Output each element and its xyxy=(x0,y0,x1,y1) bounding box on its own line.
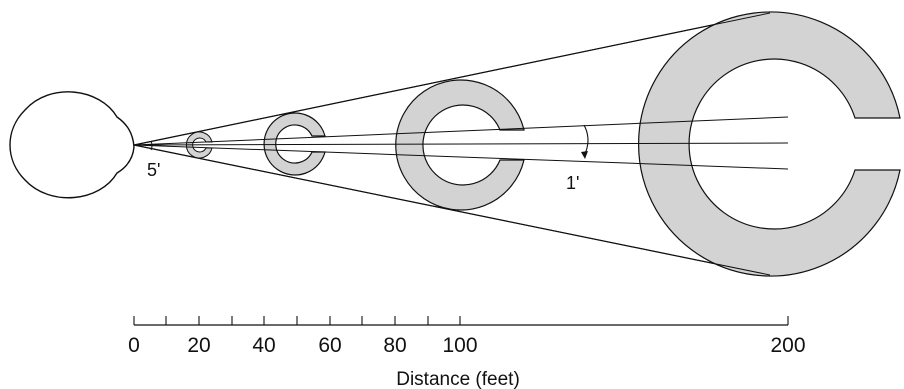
angle-label-eye: 5' xyxy=(147,160,160,180)
distance-axis: 0 20 40 60 80 100 200 Distance (feet) xyxy=(128,316,806,389)
axis-tick-label: 100 xyxy=(442,334,477,357)
sight-line-center xyxy=(133,142,789,146)
axis-title: Distance (feet) xyxy=(396,369,520,389)
eye-outline xyxy=(9,91,135,199)
angle-arrowhead xyxy=(581,151,588,159)
angle-arc-eye xyxy=(150,140,153,151)
axis-tick-label: 20 xyxy=(187,334,210,357)
axis-tick-label: 200 xyxy=(770,334,805,357)
axis-minor-ticks xyxy=(133,316,789,325)
angle-label-gap: 1' xyxy=(566,173,579,193)
sight-line-upper xyxy=(133,116,789,146)
sight-line-lower xyxy=(133,144,789,170)
optotype-40ft xyxy=(263,112,326,176)
envelope-line-bottom-overlay xyxy=(133,144,771,276)
axis-tick-label: 60 xyxy=(318,334,341,357)
axis-tick-label: 0 xyxy=(128,334,140,357)
axis-tick-labels: 0 20 40 60 80 100 200 xyxy=(128,334,805,357)
axis-tick-label: 80 xyxy=(383,334,406,357)
optotype-100ft xyxy=(395,79,525,211)
optotype-200ft xyxy=(637,11,901,277)
envelope-line-top-overlay xyxy=(133,12,771,146)
axis-tick-label: 40 xyxy=(252,334,275,357)
